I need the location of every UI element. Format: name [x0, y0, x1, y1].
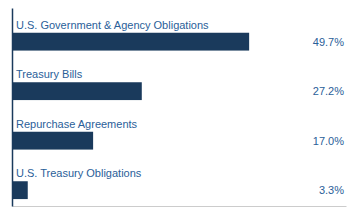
category-labels: U.S. Treasury Obligations Repurchase Agre…	[16, 19, 209, 180]
bar	[12, 181, 28, 199]
bar	[12, 132, 93, 150]
category-label: U.S. Treasury Obligations	[16, 167, 142, 179]
data-label: 3.3%	[319, 184, 344, 196]
data-label: 49.7%	[313, 36, 344, 48]
category-label: Repurchase Agreements	[16, 118, 138, 130]
bar	[12, 33, 249, 51]
data-label: 17.0%	[313, 135, 344, 147]
category-label: Treasury Bills	[16, 68, 83, 80]
y-axis	[12, 9, 13, 207]
data-labels: 3.3% 17.0% 27.2% 49.7%	[313, 36, 344, 197]
x-axis	[13, 206, 347, 207]
bar	[12, 82, 142, 100]
plot: U.S. Treasury Obligations Repurchase Agre…	[12, 9, 347, 207]
chart: U.S. Treasury Obligations Repurchase Agre…	[0, 0, 360, 216]
data-label: 27.2%	[313, 85, 344, 97]
x-axis-line	[13, 206, 347, 207]
category-label: U.S. Government & Agency Obligations	[16, 19, 209, 31]
bars	[12, 33, 249, 199]
y-axis-line	[12, 9, 14, 207]
